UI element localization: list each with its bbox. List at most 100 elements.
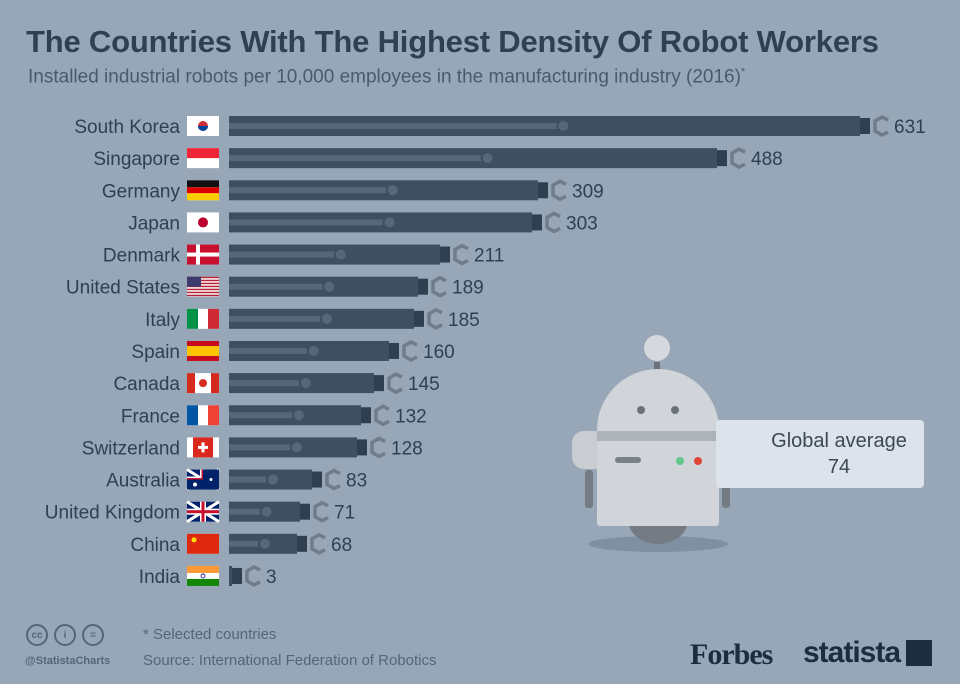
bar-rod — [229, 540, 266, 547]
bar-rod — [229, 251, 341, 258]
bar-end-block — [232, 567, 242, 584]
category-label: Germany — [102, 181, 181, 202]
category-label: Canada — [113, 374, 180, 395]
value-label: 71 — [334, 503, 355, 524]
spain-flag-icon — [187, 340, 219, 361]
hex-nut-icon — [427, 307, 443, 330]
category-label: Spain — [131, 342, 180, 363]
flag-part — [187, 533, 219, 554]
bar-end-block — [414, 310, 424, 327]
category-label: China — [130, 535, 180, 556]
value-label: 128 — [391, 438, 423, 459]
bar-joint — [259, 504, 274, 519]
bar-rod — [229, 123, 564, 129]
flag-part — [187, 345, 219, 356]
italy-flag-icon — [187, 308, 219, 329]
value-label: 185 — [448, 310, 480, 331]
chart-subtitle: Installed industrial robots per 10,000 e… — [28, 66, 745, 88]
hex-nut-icon — [245, 564, 261, 587]
bar-end-block — [374, 375, 384, 392]
category-label: Italy — [145, 310, 180, 331]
flag-part — [209, 478, 213, 482]
flag-part — [198, 126, 208, 131]
flag-part — [187, 276, 219, 279]
value-label: 68 — [331, 535, 352, 556]
value-label: 189 — [452, 278, 484, 299]
category-label: France — [121, 406, 180, 427]
bar-end-block — [357, 439, 367, 456]
value-label: 3 — [266, 567, 277, 588]
statista-logo: statista — [803, 636, 933, 670]
bar-rod — [229, 219, 390, 226]
bar-rod — [229, 380, 306, 387]
category-label: India — [139, 567, 181, 588]
flag-part — [187, 291, 219, 294]
flag-part — [191, 537, 197, 543]
flag-part — [187, 294, 219, 297]
statista-logo-icon — [906, 640, 933, 666]
bar — [229, 565, 232, 586]
denmark-flag-icon — [187, 244, 219, 265]
flag-part — [187, 308, 198, 329]
hex-nut-icon — [387, 372, 403, 395]
hex-nut-icon — [402, 339, 418, 362]
flag-part — [187, 373, 195, 394]
category-label: United States — [66, 278, 180, 299]
flag-part — [193, 482, 197, 487]
flag-part — [187, 252, 219, 257]
hex-nut-icon — [370, 436, 386, 459]
bar-end-block — [860, 118, 870, 134]
bar-end-block — [532, 214, 542, 231]
bar-joint — [291, 408, 306, 423]
nd-icon: = — [82, 624, 104, 646]
hex-nut-icon — [730, 147, 746, 170]
hex-nut-icon — [431, 275, 447, 298]
category-label: Australia — [106, 471, 180, 492]
flag-part — [198, 217, 208, 228]
bar-joint — [556, 119, 571, 133]
bar-joint — [306, 343, 321, 358]
flag-part — [199, 379, 207, 388]
flag-part — [187, 405, 198, 426]
category-label: Japan — [128, 213, 180, 234]
bar-rod — [229, 412, 299, 419]
bar-rod — [229, 444, 297, 451]
bar-joint — [385, 183, 400, 198]
flag-part — [187, 193, 219, 201]
bar-end-block — [538, 182, 548, 199]
bar-joint — [265, 472, 280, 487]
flag-part — [187, 510, 219, 514]
hex-nut-icon — [545, 211, 561, 234]
flag-part — [208, 405, 219, 426]
hex-nut-icon — [325, 468, 341, 491]
flag-part — [187, 187, 219, 194]
flag-part — [187, 276, 201, 287]
forbes-logo: Forbes — [690, 638, 773, 671]
flag-part — [187, 282, 219, 285]
value-label: 488 — [751, 149, 783, 170]
bar-joint — [382, 215, 397, 230]
flag-part — [187, 279, 219, 282]
global-average-value: 74 — [827, 456, 851, 478]
bar-joint — [289, 440, 304, 455]
united-states-flag-icon — [187, 276, 219, 297]
south-korea-flag-icon — [187, 116, 219, 136]
global-average-callout — [716, 420, 924, 488]
flag-part — [187, 578, 219, 586]
bar-joint — [480, 151, 495, 166]
united-kingdom-flag-icon — [186, 500, 220, 523]
flag-part — [187, 288, 219, 291]
value-label: 303 — [566, 213, 598, 234]
cc-icon: cc — [26, 624, 48, 646]
value-label: 631 — [894, 117, 926, 138]
flag-part — [187, 180, 219, 188]
value-label: 160 — [423, 342, 455, 363]
hex-nut-icon — [551, 179, 567, 202]
source-text: Source: International Federation of Robo… — [143, 652, 437, 669]
footnote: * Selected countries — [143, 626, 277, 643]
statista-handle: @StatistaCharts — [25, 655, 111, 667]
category-label: Singapore — [93, 149, 180, 170]
france-flag-icon — [187, 405, 219, 426]
singapore-flag-icon — [187, 148, 219, 169]
bar-joint — [322, 279, 337, 294]
